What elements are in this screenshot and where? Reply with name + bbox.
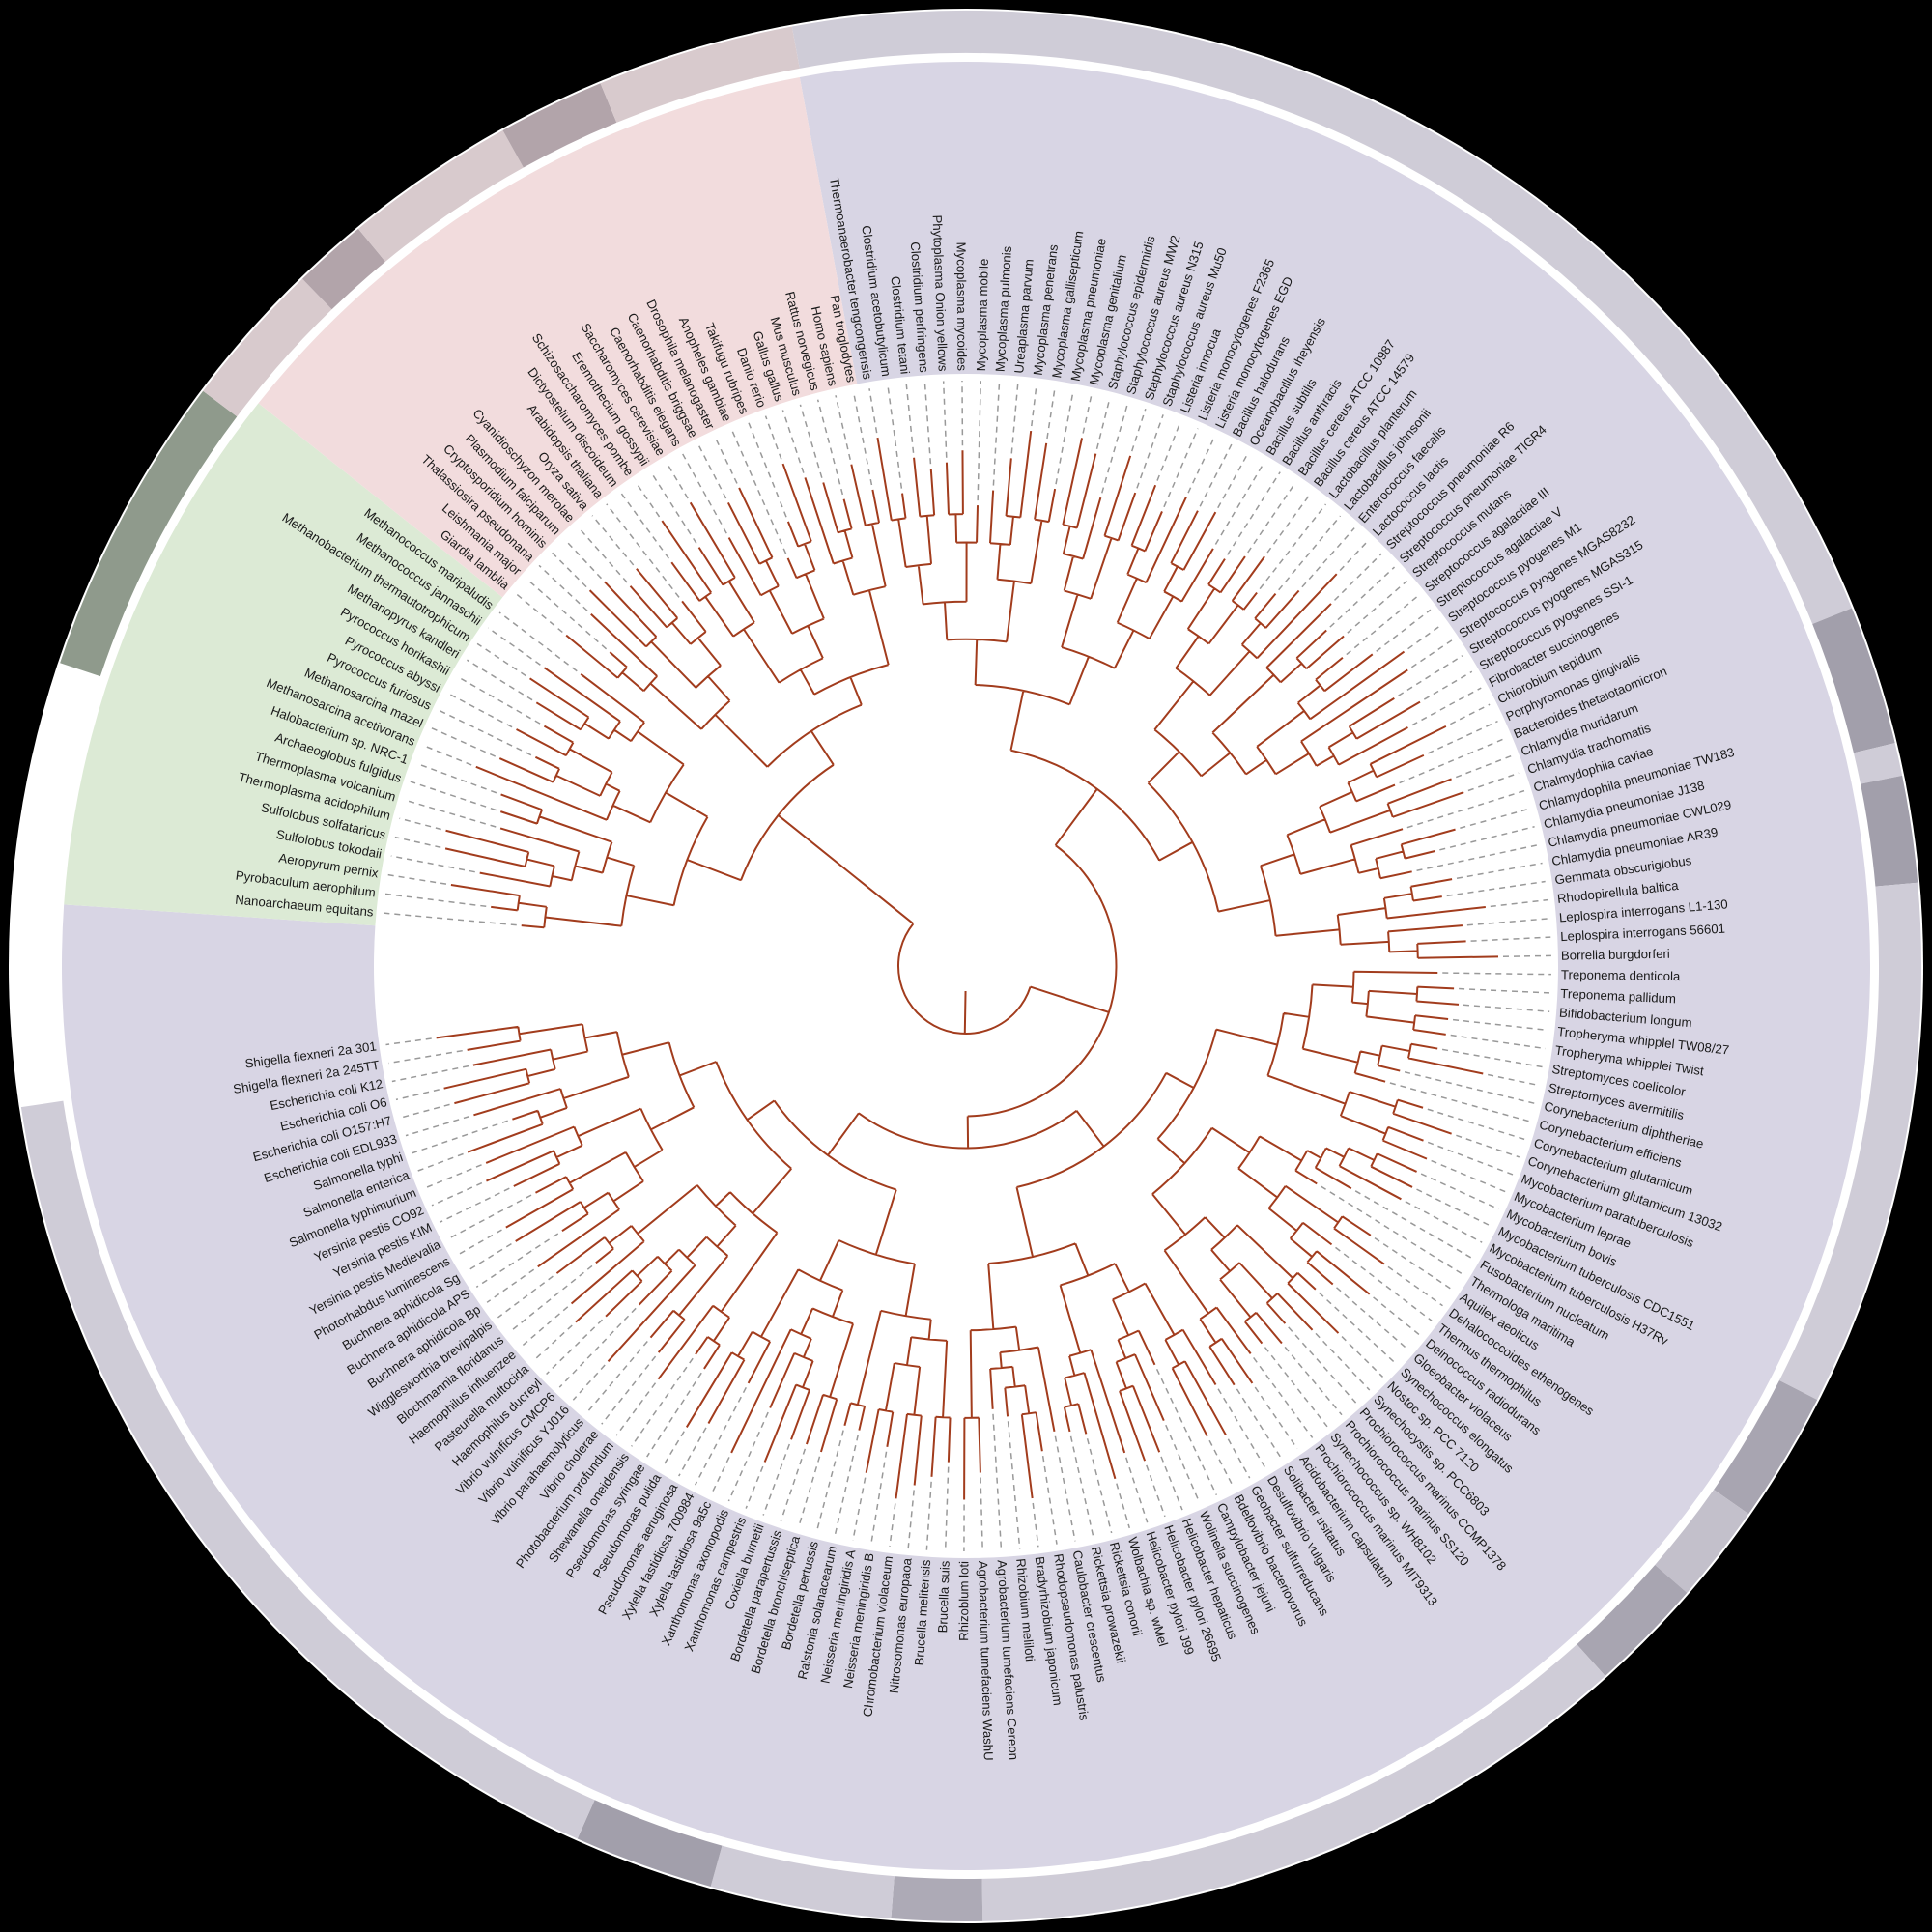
outer-ring-segment: [1714, 1379, 1818, 1515]
taxon-label: Mycoplasma mobile: [974, 259, 991, 372]
outer-ring-segment: [791, 10, 1852, 625]
sector-bacteria: [62, 61, 1871, 1870]
outer-ring-segment: [357, 129, 524, 262]
taxon-label: Brucella suis: [935, 1560, 952, 1634]
taxon-label: Rhizoblum loti: [956, 1561, 971, 1641]
taxon-label: Mycoplasma pulmonis: [993, 245, 1014, 373]
tip-dashed-leaders: [383, 381, 1551, 1552]
outer-ring-segment: [981, 1644, 1605, 1921]
outer-ring-segment: [577, 1800, 723, 1888]
taxon-label: Brucella melitensis: [912, 1559, 933, 1666]
taxon-label: Phytoplasma Onion yellows: [930, 214, 951, 372]
tree-branches: [436, 430, 1499, 1500]
outer-ring-segment: [891, 1876, 983, 1921]
outer-ring-segment: [301, 228, 386, 310]
taxon-label: Agrobacterium tumefaciens WashU: [976, 1561, 996, 1761]
outer-ring-segment: [1853, 743, 1903, 784]
outer-ring-segment: [710, 1845, 895, 1918]
outer-ring-segment: [502, 83, 617, 168]
outer-ring-segment: [600, 26, 800, 123]
outer-ring-segment: [1577, 1564, 1688, 1676]
sector-eukaryota: [258, 76, 858, 598]
taxon-label: Treponema denticola: [1561, 967, 1681, 983]
outer-ring-segment: [1655, 1489, 1749, 1593]
sector-archaea: [64, 403, 503, 926]
outer-ring-segment: [203, 278, 332, 417]
outer-ring-segment: [1861, 775, 1918, 887]
taxon-label: Mycoplasma mycoides: [954, 242, 970, 372]
taxon-label: Borrelia burgdorferi: [1561, 947, 1670, 963]
outer-ring-segment: [60, 390, 238, 677]
outer-ring-segment: [1778, 882, 1921, 1400]
taxon-label: Treponema pallidum: [1560, 986, 1676, 1006]
outer-ring-segment: [1812, 608, 1895, 753]
outer-ring-segment: [20, 1100, 595, 1839]
